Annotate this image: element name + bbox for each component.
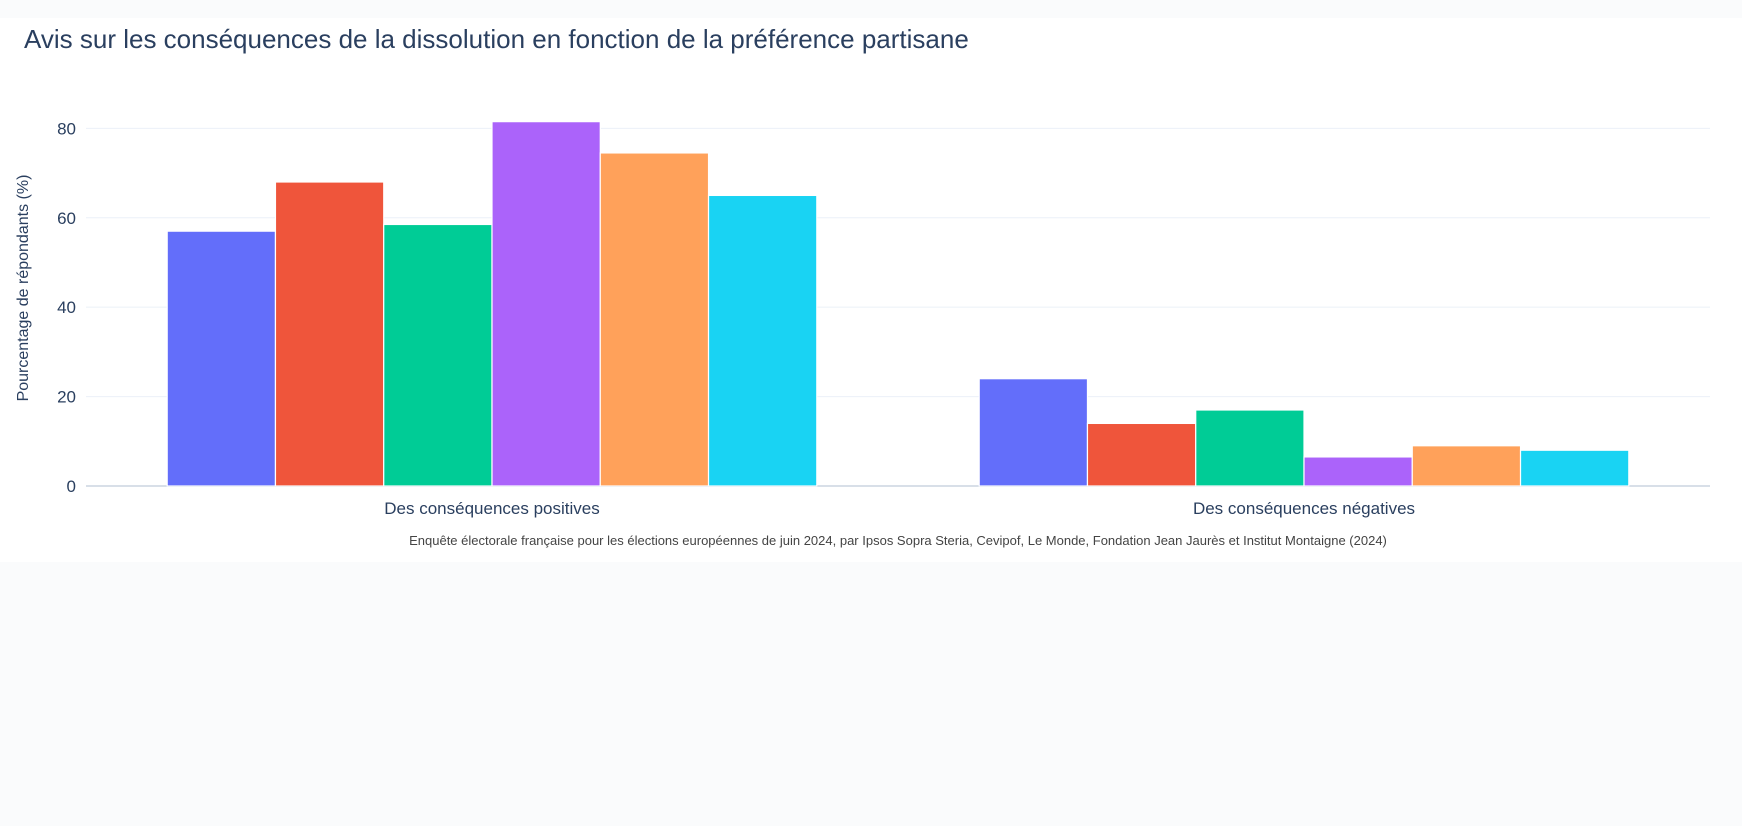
bar[interactable] <box>599 152 710 487</box>
y-tick-label: 20 <box>57 388 76 407</box>
x-category-label: Des conséquences positives <box>384 499 599 518</box>
source-note: Enquête électorale française pour les él… <box>409 533 1387 548</box>
bar[interactable] <box>491 121 601 487</box>
bars <box>166 121 1630 487</box>
y-tick-label: 0 <box>67 477 76 496</box>
bar[interactable] <box>383 223 493 487</box>
chart-title: Avis sur les conséquences de la dissolut… <box>24 24 969 54</box>
bar[interactable] <box>1195 409 1305 487</box>
chart-panel: Avis sur les conséquences de la dissolut… <box>0 18 1742 562</box>
y-tick-label: 40 <box>57 298 76 317</box>
bar-chart: 0 20 40 60 80 Des conséquences positives Des c… <box>15 119 1710 548</box>
axes: 0 20 40 60 80 Des conséquences positives Des c… <box>57 119 1415 518</box>
y-axis-title: Pourcentage de répondants (%) <box>15 175 32 402</box>
y-tick-label: 80 <box>57 119 76 138</box>
bar[interactable] <box>707 194 818 487</box>
y-tick-label: 60 <box>57 209 76 228</box>
bar[interactable] <box>274 181 385 487</box>
bar[interactable] <box>166 230 277 487</box>
bar[interactable] <box>1519 449 1630 487</box>
bar[interactable] <box>1303 456 1413 487</box>
x-category-label: Des conséquences négatives <box>1193 499 1415 518</box>
bar[interactable] <box>1086 422 1197 487</box>
bar[interactable] <box>978 378 1089 487</box>
bar[interactable] <box>1411 445 1522 487</box>
